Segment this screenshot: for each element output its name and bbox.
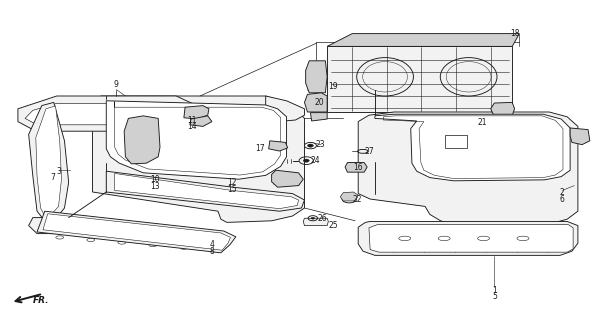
Text: 13: 13 [150,182,160,191]
Text: 9: 9 [114,80,119,89]
Polygon shape [570,128,590,145]
Text: 26: 26 [318,214,327,223]
Bar [418,91,425,98]
Polygon shape [36,106,61,216]
Polygon shape [303,218,328,226]
Text: 6: 6 [560,195,565,204]
FancyBboxPatch shape [445,135,467,148]
Bar [442,91,449,98]
Text: 16: 16 [353,163,363,172]
Polygon shape [115,173,298,209]
Text: 5: 5 [492,292,497,301]
Text: 23: 23 [316,140,325,149]
Polygon shape [369,225,573,252]
Text: 17: 17 [255,144,264,153]
Polygon shape [37,211,236,253]
Polygon shape [272,170,303,187]
Bar [430,91,437,98]
Text: 21: 21 [478,118,487,127]
Circle shape [304,142,316,149]
Polygon shape [93,96,304,222]
Text: 19: 19 [328,82,338,91]
Polygon shape [29,218,73,234]
Text: 1: 1 [492,286,497,295]
Text: 18: 18 [510,29,519,38]
Polygon shape [358,221,578,255]
Circle shape [311,217,315,219]
Polygon shape [345,163,367,172]
Text: 11: 11 [187,116,197,124]
Polygon shape [43,214,230,250]
Polygon shape [25,103,185,125]
Text: 20: 20 [315,98,324,107]
Text: 22: 22 [352,195,362,204]
Text: 24: 24 [310,156,320,165]
Polygon shape [327,34,519,46]
Polygon shape [306,61,327,93]
Circle shape [303,159,309,162]
Polygon shape [304,93,327,112]
Text: 2: 2 [560,188,565,197]
Text: 4: 4 [210,240,214,249]
Text: 15: 15 [227,185,236,194]
Polygon shape [375,114,570,181]
Polygon shape [327,46,512,112]
Text: 14: 14 [187,122,197,131]
Polygon shape [340,192,358,201]
Polygon shape [106,101,287,179]
Text: 7: 7 [50,173,55,182]
Polygon shape [18,96,197,131]
Circle shape [307,144,313,147]
Polygon shape [124,116,160,164]
Polygon shape [358,112,578,225]
Polygon shape [269,141,288,151]
Text: 8: 8 [210,247,214,256]
Polygon shape [310,113,327,121]
Polygon shape [29,102,69,221]
Polygon shape [266,96,304,122]
Text: 12: 12 [227,178,236,187]
Polygon shape [106,171,304,211]
Text: FR.: FR. [33,296,50,305]
Text: 10: 10 [150,175,160,184]
Polygon shape [190,116,212,126]
Polygon shape [491,102,515,117]
Text: 3: 3 [56,167,61,176]
Text: 25: 25 [328,221,338,230]
Text: 27: 27 [364,147,374,156]
Polygon shape [184,106,209,119]
